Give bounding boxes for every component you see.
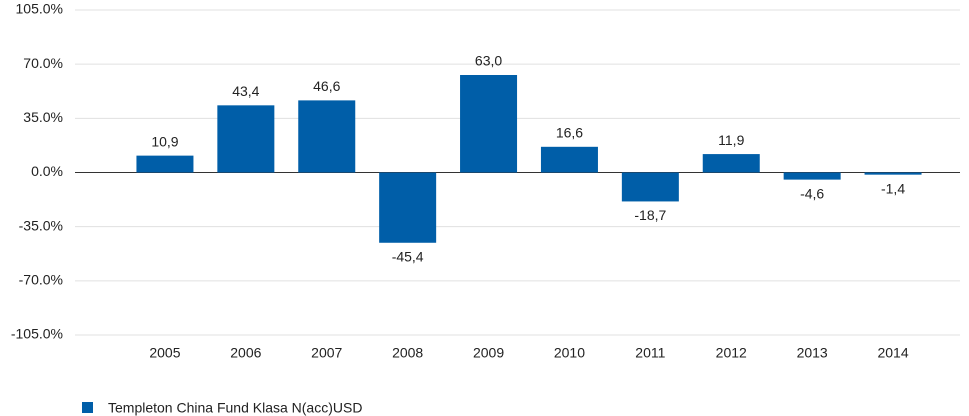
bar xyxy=(298,100,356,173)
bar xyxy=(864,172,922,175)
x-tick-label: 2012 xyxy=(716,345,747,361)
x-tick-label: 2005 xyxy=(149,345,180,361)
data-label: -18,7 xyxy=(634,207,666,223)
x-tick-label: 2011 xyxy=(635,345,665,361)
data-label: -1,4 xyxy=(881,180,905,196)
x-tick-label: 2010 xyxy=(554,345,585,361)
y-tick-label: -35.0% xyxy=(19,217,63,233)
bar xyxy=(783,172,841,180)
x-tick-label: 2014 xyxy=(877,345,908,361)
bar xyxy=(540,146,598,173)
bar xyxy=(460,75,518,173)
y-tick-label: -70.0% xyxy=(19,272,63,288)
bar xyxy=(379,172,437,243)
bar xyxy=(702,154,760,173)
x-tick-label: 2008 xyxy=(392,345,423,361)
data-label: 11,9 xyxy=(718,132,744,148)
data-label: 16,6 xyxy=(556,125,583,141)
bar xyxy=(621,172,679,202)
data-label: -4,6 xyxy=(800,185,824,201)
x-tick-label: 2013 xyxy=(797,345,828,361)
y-tick-label: 0.0% xyxy=(31,163,63,179)
y-tick-label: -105.0% xyxy=(11,326,63,342)
data-label: 43,4 xyxy=(232,83,259,99)
data-label: 10,9 xyxy=(151,133,178,149)
data-label: -45,4 xyxy=(392,248,424,264)
bar xyxy=(136,155,194,173)
x-tick-label: 2009 xyxy=(473,345,504,361)
legend-swatch xyxy=(82,402,93,413)
y-tick-label: 35.0% xyxy=(23,109,63,125)
data-label: 63,0 xyxy=(475,53,502,69)
x-tick-label: 2007 xyxy=(311,345,342,361)
x-tick-label: 2006 xyxy=(230,345,261,361)
y-tick-label: 70.0% xyxy=(23,55,63,71)
y-tick-label: 105.0% xyxy=(16,1,63,17)
bar xyxy=(217,105,275,173)
data-label: 46,6 xyxy=(313,78,340,94)
legend-label: Templeton China Fund Klasa N(acc)USD xyxy=(108,400,362,416)
